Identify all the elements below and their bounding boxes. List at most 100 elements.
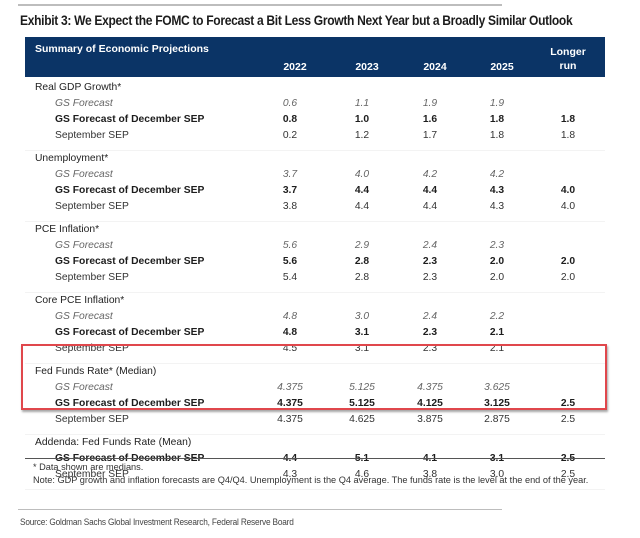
cell-2024: 3.875 xyxy=(417,414,443,425)
row-label: GS Forecast xyxy=(55,240,113,251)
cell-longer-run: 2.5 xyxy=(543,451,593,467)
cell-longer-run: 4.0 xyxy=(560,201,576,212)
cell-2024: 2.4 xyxy=(422,311,438,322)
cell-2025: 4.3 xyxy=(489,185,505,196)
cell-2025: 2.1 xyxy=(489,327,505,338)
cell-2025: 3.0 xyxy=(489,469,505,480)
cell-2025: 3.1 xyxy=(472,451,522,467)
row-label: GS Forecast xyxy=(55,98,113,109)
cell-2024: 4.2 xyxy=(422,169,438,180)
cell-2024: 4.1 xyxy=(405,451,455,467)
cell-2022: 0.6 xyxy=(282,98,298,109)
cell-2024: 4.4 xyxy=(422,185,438,196)
cell-2025: 2.0 xyxy=(489,256,505,267)
section-title: PCE Inflation* xyxy=(35,224,100,235)
cell-2025: 1.9 xyxy=(489,98,505,109)
cell-2022: 3.8 xyxy=(282,201,298,212)
cell-2025: 3.625 xyxy=(484,382,510,393)
table-header: Summary of Economic Projections 2022 202… xyxy=(25,37,605,77)
section-divider xyxy=(25,286,605,293)
column-header-2023: 2023 xyxy=(355,61,379,73)
cell-longer-run: 2.0 xyxy=(560,272,576,283)
column-header-2024: 2024 xyxy=(423,61,447,73)
section-title: Addenda: Fed Funds Rate (Mean) xyxy=(35,437,192,448)
cell-2022: 4.5 xyxy=(282,343,298,354)
section-title: Fed Funds Rate* (Median) xyxy=(35,366,157,377)
cell-2023: 1.0 xyxy=(354,114,370,125)
table-row: September SEP 4.3 4.6 3.8 3.0 2.5 xyxy=(25,467,605,483)
cell-2023: 1.2 xyxy=(354,130,370,141)
cell-2025: 4.2 xyxy=(489,169,505,180)
cell-2022: 0.2 xyxy=(282,130,298,141)
cell-2024: 2.3 xyxy=(422,272,438,283)
section-title: Unemployment* xyxy=(35,153,109,164)
row-label: September SEP xyxy=(55,201,129,212)
cell-2023: 5.125 xyxy=(349,382,375,393)
cell-2025: 2.1 xyxy=(489,343,505,354)
header-label: Summary of Economic Projections xyxy=(35,43,209,55)
cell-2024: 1.7 xyxy=(422,130,438,141)
section-core-pce-inflation: Core PCE Inflation* GS Forecast 4.8 3.0 2.4 2… xyxy=(25,293,605,364)
cell-2024: 4.4 xyxy=(422,201,438,212)
table-row: September SEP 4.375 4.625 3.875 2.875 2.5 xyxy=(25,412,605,428)
section-unemployment: Unemployment* GS Forecast 3.7 4.0 4.2 4.2 GS F… xyxy=(25,151,605,222)
cell-2024: 2.3 xyxy=(422,256,438,267)
table-row: GS Forecast 4.375 5.125 4.375 3.625 xyxy=(25,380,605,396)
table-row: GS Forecast of December SEP 4.375 5.125 4.1… xyxy=(25,396,605,412)
section-real-gdp-growth: Real GDP Growth* GS Forecast 0.6 1.1 1.9 1.9 G… xyxy=(25,80,605,151)
cell-2025: 2.2 xyxy=(489,311,505,322)
cell-2025: 3.125 xyxy=(484,398,510,409)
cell-2022: 3.7 xyxy=(282,185,298,196)
row-label: GS Forecast xyxy=(55,169,113,180)
row-label: September SEP xyxy=(55,343,129,354)
table-row: September SEP 3.8 4.4 4.4 4.3 4.0 xyxy=(25,199,605,215)
cell-2023: 2.8 xyxy=(354,272,370,283)
cell-2024: 1.6 xyxy=(422,114,438,125)
projections-table: Real GDP Growth* GS Forecast 0.6 1.1 1.9 1.9 G… xyxy=(25,80,605,490)
cell-2025: 1.8 xyxy=(489,130,505,141)
section-divider xyxy=(25,357,605,364)
row-label: GS Forecast xyxy=(55,311,113,322)
row-label: GS Forecast xyxy=(55,382,113,393)
cell-2023: 3.0 xyxy=(354,311,370,322)
footnote: * Data shown are medians. xyxy=(33,462,144,472)
cell-2023: 4.4 xyxy=(354,185,370,196)
cell-2023: 5.125 xyxy=(349,398,375,409)
cell-2022: 4.8 xyxy=(282,311,298,322)
source-text: Source: Goldman Sachs Global Investment … xyxy=(20,517,294,527)
cell-2025: 1.8 xyxy=(489,114,505,125)
cell-longer-run: 2.5 xyxy=(560,469,576,480)
cell-longer-run: 2.0 xyxy=(560,256,576,267)
cell-2023: 2.9 xyxy=(354,240,370,251)
cell-2023: 4.625 xyxy=(349,414,375,425)
section-divider xyxy=(25,215,605,222)
table-row: GS Forecast 0.6 1.1 1.9 1.9 xyxy=(25,96,605,112)
cell-longer-run: 2.5 xyxy=(560,398,576,409)
cell-2024: 4.375 xyxy=(417,382,443,393)
table-row: September SEP 5.4 2.8 2.3 2.0 2.0 xyxy=(25,270,605,286)
cell-2024: 4.125 xyxy=(417,398,443,409)
section-title: Core PCE Inflation* xyxy=(35,295,125,306)
row-label: GS Forecast of December SEP xyxy=(55,398,205,409)
row-label: GS Forecast of December SEP xyxy=(55,327,205,338)
cell-2023: 2.8 xyxy=(354,256,370,267)
cell-2022: 5.6 xyxy=(282,240,298,251)
cell-2022: 4.3 xyxy=(282,469,298,480)
cell-2025: 2.3 xyxy=(489,240,505,251)
table-row: GS Forecast of December SEP 3.7 4.4 4.4 4.3 4… xyxy=(25,183,605,199)
cell-2023: 4.0 xyxy=(354,169,370,180)
section-divider xyxy=(25,144,605,151)
row-label: September SEP xyxy=(55,469,129,480)
cell-2025: 2.0 xyxy=(489,272,505,283)
cell-longer-run: 2.5 xyxy=(560,414,576,425)
longer-run-line2: run xyxy=(559,60,577,72)
row-label: September SEP xyxy=(55,272,129,283)
cell-2024: 2.4 xyxy=(422,240,438,251)
cell-2023: 3.1 xyxy=(354,327,370,338)
cell-longer-run: 1.8 xyxy=(560,130,576,141)
table-note: Note: GDP growth and inflation forecasts… xyxy=(33,475,589,485)
top-rule xyxy=(18,4,502,6)
table-row: GS Forecast of December SEP 4.8 3.1 2.3 2.1 xyxy=(25,325,605,341)
exhibit-title: Exhibit 3: We Expect the FOMC to Forecas… xyxy=(20,13,573,28)
row-label: September SEP xyxy=(55,130,129,141)
